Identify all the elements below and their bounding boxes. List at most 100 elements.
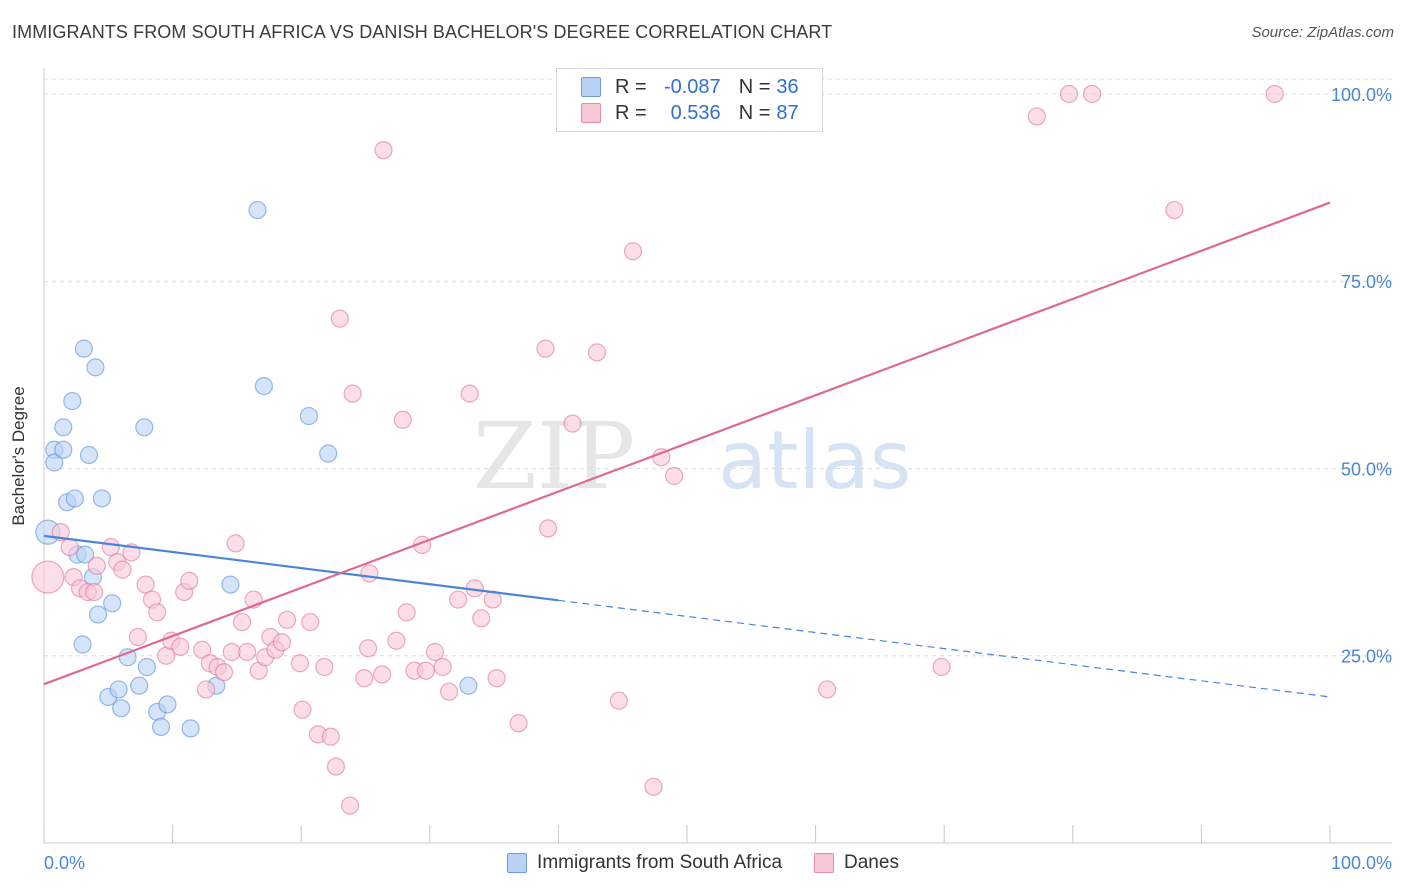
- point-south-africa: [299, 406, 319, 426]
- point-danes: [232, 612, 252, 632]
- point-danes: [222, 642, 241, 662]
- legend-r-value: -0.087: [663, 75, 721, 98]
- point-danes: [148, 603, 167, 622]
- trend-lines: [43, 201, 1331, 698]
- point-danes: [340, 796, 360, 815]
- point-danes: [87, 556, 106, 575]
- point-south-africa: [103, 594, 122, 613]
- point-danes: [439, 682, 459, 701]
- x-tick-label: 0.0%: [44, 853, 85, 873]
- y-axis-label-wrap: Bachelor's Degree: [9, 386, 28, 525]
- series-legend: Immigrants from South Africa Danes: [0, 852, 1406, 874]
- point-south-africa: [221, 575, 240, 594]
- point-danes: [387, 631, 406, 650]
- legend-row-danes: R = 0.536 N = 87: [581, 101, 799, 125]
- point-danes: [1165, 200, 1184, 220]
- point-danes: [644, 777, 663, 796]
- point-south-africa: [137, 657, 156, 677]
- point-south-africa: [65, 489, 84, 508]
- point-south-africa: [248, 200, 267, 220]
- point-danes: [193, 640, 212, 659]
- point-south-africa: [92, 489, 111, 508]
- point-danes: [665, 466, 684, 486]
- point-danes: [487, 669, 506, 688]
- point-danes: [171, 637, 190, 656]
- legend-r-value: 0.536: [670, 101, 721, 124]
- point-danes: [326, 757, 346, 776]
- trend-line-danes: [43, 201, 1331, 686]
- point-danes: [214, 663, 234, 682]
- trend-line-south-africa-dashed: [558, 599, 1331, 698]
- point-danes: [113, 560, 132, 579]
- legend-swatch-pink: [814, 853, 835, 873]
- point-danes: [609, 691, 628, 710]
- y-tick-label: 75.0%: [1341, 272, 1392, 292]
- point-danes: [360, 564, 379, 583]
- point-south-africa: [79, 445, 99, 465]
- grid-lines: [44, 78, 1392, 657]
- legend-n-value: 87: [776, 101, 799, 124]
- point-danes: [1265, 84, 1284, 104]
- point-danes: [374, 141, 393, 160]
- point-danes: [509, 714, 528, 733]
- y-tick-label: 100.0%: [1331, 85, 1392, 105]
- point-danes: [539, 519, 558, 538]
- axes: [43, 68, 1392, 844]
- source-label: Source: ZipAtlas.com: [1251, 24, 1394, 41]
- point-danes: [358, 639, 378, 658]
- point-danes: [425, 642, 445, 662]
- point-danes: [416, 661, 436, 680]
- point-south-africa: [74, 339, 93, 358]
- point-danes: [433, 657, 452, 677]
- tick-labels: 25.0% 50.0% 75.0% 100.0% 0.0% 100.0%: [44, 85, 1392, 873]
- point-danes: [321, 727, 340, 746]
- point-danes: [818, 680, 837, 699]
- legend-item-south-africa[interactable]: Immigrants from South Africa: [507, 852, 782, 874]
- point-danes: [293, 700, 312, 719]
- correlation-legend: R = -0.087 N = 36 R = 0.536 N = 87: [556, 68, 823, 132]
- legend-item-label: Danes: [844, 852, 899, 873]
- legend-n-label: N =: [738, 75, 771, 98]
- legend-swatch-blue: [581, 77, 601, 97]
- point-south-africa: [158, 695, 177, 714]
- point-south-africa: [76, 545, 95, 564]
- point-south-africa: [88, 605, 108, 624]
- legend-item-danes[interactable]: Danes: [814, 852, 899, 874]
- chart-title: IMMIGRANTS FROM SOUTH AFRICA VS DANISH B…: [12, 22, 833, 42]
- point-danes: [1059, 84, 1079, 104]
- point-south-africa: [319, 444, 338, 463]
- point-south-africa: [109, 680, 128, 699]
- point-south-africa: [254, 376, 274, 396]
- point-south-africa: [135, 418, 154, 437]
- legend-r-label: R =: [615, 75, 647, 98]
- y-axis-label: Bachelor's Degree: [9, 386, 28, 525]
- point-danes: [932, 657, 951, 677]
- watermark-atlas: atlas: [718, 414, 911, 507]
- point-danes: [128, 627, 147, 647]
- point-south-africa: [54, 440, 73, 459]
- point-danes: [448, 590, 468, 609]
- point-danes: [536, 339, 555, 358]
- point-danes: [343, 384, 362, 403]
- data-points: [31, 84, 1284, 815]
- legend-swatch-pink: [581, 103, 601, 123]
- point-danes: [272, 633, 292, 652]
- point-danes: [85, 582, 104, 602]
- point-south-africa: [112, 699, 131, 718]
- point-south-africa: [54, 418, 73, 437]
- point-danes: [355, 669, 374, 688]
- point-danes: [460, 384, 479, 403]
- point-danes: [60, 538, 79, 557]
- point-danes: [226, 534, 245, 553]
- point-danes: [623, 242, 643, 261]
- point-south-africa: [181, 719, 200, 738]
- point-danes: [290, 654, 310, 673]
- point-south-africa: [86, 358, 105, 377]
- x-tick-label: 100.0%: [1331, 853, 1392, 873]
- legend-n-label: N =: [738, 101, 771, 124]
- y-tick-label: 50.0%: [1341, 459, 1392, 479]
- point-danes: [393, 410, 412, 429]
- point-danes: [1082, 84, 1102, 104]
- point-south-africa: [45, 453, 64, 472]
